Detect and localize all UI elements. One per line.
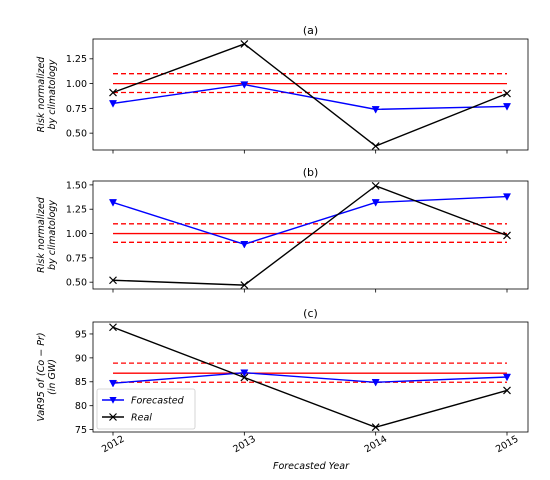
x-tick-label: 2012 bbox=[100, 434, 126, 456]
y-axis-label-line: by climatology bbox=[47, 200, 58, 270]
forecasted-point bbox=[240, 240, 249, 249]
forecasted-point bbox=[240, 81, 249, 89]
y-axis-label-line: VaR95 of (Co − Pr) bbox=[36, 332, 47, 421]
legend-label: Forecasted bbox=[131, 396, 185, 407]
y-axis-label: Risk normalizedby climatology bbox=[36, 56, 58, 133]
legend-x-marker bbox=[109, 413, 117, 421]
plot-frame bbox=[92, 38, 529, 151]
y-tick-label: 0.50 bbox=[66, 129, 87, 140]
y-axis-label-line: Risk normalized bbox=[36, 56, 47, 133]
x-tick-label: 2015 bbox=[494, 434, 520, 456]
real-point bbox=[371, 181, 380, 190]
forecasted-series-line bbox=[112, 371, 508, 384]
real-point bbox=[109, 323, 117, 332]
y-tick-label: 1.25 bbox=[66, 205, 87, 216]
y-tick-label: 80 bbox=[75, 401, 87, 412]
forecasted-point bbox=[240, 369, 249, 378]
y-tick-label: 95 bbox=[75, 329, 87, 340]
forecasted-point bbox=[371, 199, 380, 207]
y-tick-label: 0.50 bbox=[66, 278, 87, 289]
y-axis-label-line: (in GW) bbox=[47, 359, 58, 395]
y-tick-label: 0.75 bbox=[66, 253, 87, 264]
real-point bbox=[240, 40, 249, 48]
y-tick-label: 90 bbox=[75, 353, 87, 364]
x-axis-label: Forecasted Year bbox=[273, 461, 350, 472]
legend-box bbox=[96, 388, 196, 430]
real-series-line bbox=[112, 326, 508, 428]
plot-frame bbox=[92, 180, 529, 290]
plot-frame bbox=[92, 321, 529, 433]
x-tick-label: 2014 bbox=[363, 434, 389, 456]
real-point bbox=[503, 386, 511, 395]
panel-title: (c) bbox=[303, 307, 318, 320]
y-axis-label-line: by climatology bbox=[47, 59, 58, 129]
real-point bbox=[109, 88, 117, 97]
forecasted-point bbox=[502, 103, 512, 111]
panel-c: (c) 75 80 85 90 95 2012 2013 2014 2015 VaR95 of (C… bbox=[36, 307, 529, 456]
real-series-line bbox=[112, 43, 508, 147]
y-axis-label: Risk normalizedby climatology bbox=[36, 196, 58, 273]
panel-a: (a) 0.50 0.75 1.00 1.25 Risk normalizedby cli… bbox=[36, 24, 529, 154]
y-tick-label: 0.75 bbox=[66, 104, 87, 115]
x-tick-label: 2013 bbox=[231, 434, 257, 456]
y-tick-label: 1.00 bbox=[66, 79, 87, 90]
forecasted-point bbox=[108, 379, 118, 388]
forecasted-point bbox=[502, 373, 512, 382]
y-axis-label: VaR95 of (Co − Pr)(in GW) bbox=[36, 332, 58, 421]
real-point bbox=[371, 142, 380, 150]
forecasted-point bbox=[108, 100, 118, 108]
real-series-line bbox=[112, 185, 508, 286]
real-point bbox=[240, 281, 249, 290]
real-point bbox=[503, 89, 511, 98]
real-point bbox=[240, 373, 249, 382]
forecasted-point bbox=[371, 106, 380, 114]
y-tick-label: 1.00 bbox=[66, 229, 87, 240]
y-tick-label: 75 bbox=[75, 425, 87, 436]
panel-title: (b) bbox=[303, 166, 319, 179]
forecasted-point bbox=[502, 193, 512, 201]
panel-b: (b) 0.50 0.75 1.00 1.25 1.50 Risk normalizedby… bbox=[36, 166, 529, 293]
legend: Forecasted Real bbox=[96, 388, 196, 430]
forecasted-point bbox=[108, 199, 118, 207]
panel-title: (a) bbox=[303, 24, 318, 37]
real-point bbox=[371, 423, 380, 432]
legend-label: Real bbox=[131, 413, 152, 424]
forecasted-series-line bbox=[112, 195, 508, 245]
real-point bbox=[109, 276, 117, 285]
y-axis-label-line: Risk normalized bbox=[36, 196, 47, 273]
forecasted-point bbox=[371, 379, 380, 387]
y-tick-label: 85 bbox=[75, 377, 87, 388]
forecasted-series-line bbox=[112, 83, 508, 111]
legend-triangle-marker bbox=[109, 397, 117, 404]
y-tick-label: 1.25 bbox=[66, 54, 87, 65]
y-tick-label: 1.50 bbox=[66, 180, 87, 191]
real-point bbox=[503, 231, 511, 240]
